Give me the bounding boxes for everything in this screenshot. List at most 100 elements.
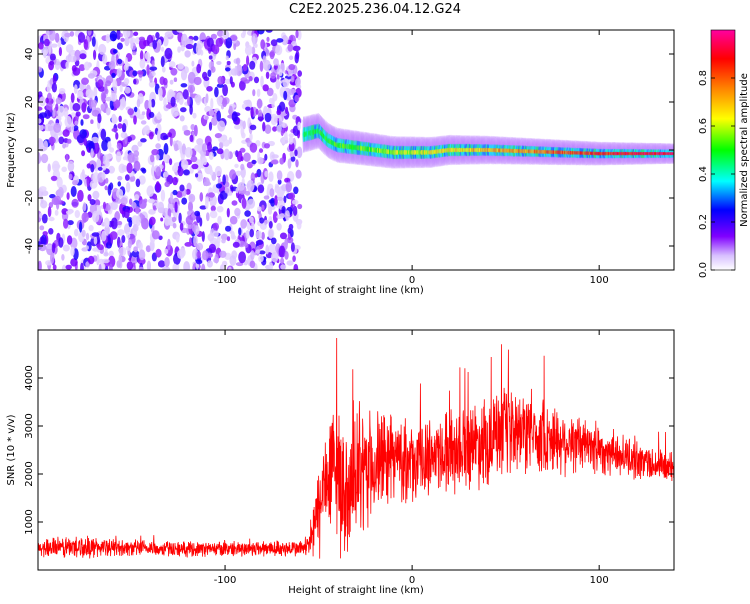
noise-cell xyxy=(79,221,83,233)
noise-cell xyxy=(215,183,223,189)
noise-cell xyxy=(189,237,192,245)
noise-cell xyxy=(230,230,235,240)
noise-cell xyxy=(129,175,136,182)
noise-cell xyxy=(199,217,203,227)
noise-cell xyxy=(90,148,94,159)
noise-cell xyxy=(247,198,256,209)
noise-cell xyxy=(139,50,144,61)
noise-cell xyxy=(57,105,66,117)
noise-cell xyxy=(196,63,202,74)
noise-cell xyxy=(127,152,135,164)
noise-cell xyxy=(66,138,72,144)
noise-cell xyxy=(126,136,133,143)
noise-cell xyxy=(118,246,127,257)
noise-cell xyxy=(252,89,256,97)
noise-cell xyxy=(285,106,289,115)
noise-cell xyxy=(219,250,227,258)
noise-cell xyxy=(79,53,87,60)
noise-cell xyxy=(91,232,100,237)
noise-cell xyxy=(250,106,254,118)
noise-cell xyxy=(38,244,47,252)
noise-cell xyxy=(288,136,294,145)
noise-cell xyxy=(208,55,213,60)
noise-cell xyxy=(292,255,296,262)
noise-cell xyxy=(202,143,207,153)
noise-cell xyxy=(278,245,286,258)
noise-cell xyxy=(136,98,141,108)
noise-cell xyxy=(240,219,248,229)
noise-cell xyxy=(189,86,193,98)
noise-cell xyxy=(86,163,92,169)
noise-cell xyxy=(242,120,246,130)
noise-cell xyxy=(47,125,52,132)
noise-cell xyxy=(244,210,251,217)
noise-cell xyxy=(194,144,202,152)
noise-cell xyxy=(107,141,112,150)
noise-cell xyxy=(292,205,298,216)
noise-cell xyxy=(194,210,201,217)
noise-cell xyxy=(245,106,251,111)
noise-cell xyxy=(183,124,188,131)
noise-cell xyxy=(236,150,243,163)
noise-cell xyxy=(185,188,191,195)
noise-cell xyxy=(83,61,91,71)
noise-cell xyxy=(169,135,173,147)
noise-cell xyxy=(296,220,302,230)
noise-cell xyxy=(284,210,290,221)
noise-cell xyxy=(294,149,298,157)
noise-cell xyxy=(277,179,282,185)
noise-cell xyxy=(295,30,299,39)
noise-cell xyxy=(269,188,275,198)
noise-cell xyxy=(172,263,178,270)
noise-cell xyxy=(126,231,131,239)
noise-cell xyxy=(227,191,233,196)
noise-cell xyxy=(281,206,286,214)
noise-cell xyxy=(243,99,251,105)
noise-cell xyxy=(64,32,71,38)
noise-cell xyxy=(81,169,85,178)
colorbar-tick-label: 0.0 xyxy=(698,262,709,278)
noise-cell xyxy=(39,212,43,219)
noise-cell xyxy=(149,66,158,71)
noise-cell xyxy=(284,131,288,141)
noise-cell xyxy=(97,244,104,251)
noise-cell xyxy=(235,64,243,77)
noise-cell xyxy=(117,175,123,181)
noise-cell xyxy=(268,171,274,182)
noise-cell xyxy=(280,257,285,265)
noise-cell xyxy=(272,126,278,132)
noise-cell xyxy=(167,132,173,138)
noise-cell xyxy=(176,93,180,103)
noise-cell xyxy=(157,201,165,213)
noise-cell xyxy=(128,218,133,228)
noise-cell xyxy=(55,103,59,112)
noise-cell xyxy=(64,116,72,128)
figure-title: C2E2.2025.236.04.12.G24 xyxy=(288,2,462,17)
noise-cell xyxy=(123,30,131,39)
noise-cell xyxy=(93,236,98,245)
noise-cell xyxy=(92,210,100,223)
noise-cell xyxy=(216,110,221,122)
noise-cell xyxy=(70,92,75,103)
noise-cell xyxy=(222,174,226,186)
noise-cell xyxy=(222,139,230,147)
noise-cell xyxy=(160,46,165,52)
noise-cell xyxy=(104,185,108,191)
noise-cell xyxy=(38,152,41,164)
noise-cell xyxy=(81,102,87,113)
noise-cell xyxy=(97,166,103,171)
noise-cell xyxy=(250,250,255,261)
noise-cell xyxy=(148,209,154,215)
noise-cell xyxy=(295,78,301,87)
snr-y-ticks: 1000 2000 3000 4000 xyxy=(24,365,674,535)
noise-cell xyxy=(212,44,220,55)
noise-cell xyxy=(268,262,274,270)
noise-cell xyxy=(191,223,196,232)
noise-cell xyxy=(207,69,212,77)
noise-cell xyxy=(181,197,188,205)
noise-cell xyxy=(173,111,180,116)
noise-cell xyxy=(124,86,131,94)
noise-cell xyxy=(180,107,187,113)
noise-cell xyxy=(205,197,209,210)
